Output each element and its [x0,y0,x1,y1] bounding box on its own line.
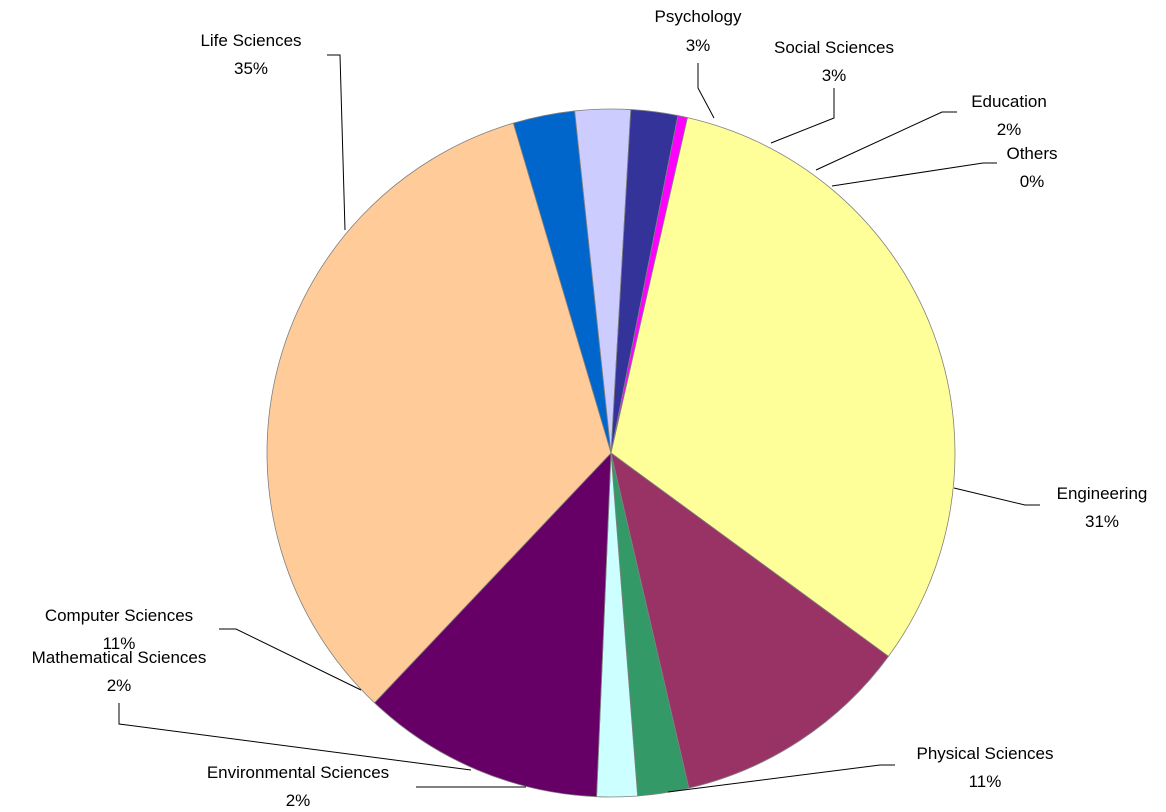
leader-line-others [831,162,997,187]
pie-slice-physical-sciences [610,452,890,789]
label-name-mathematical-sciences: Mathematical Sciences [32,648,207,667]
label-name-social-sciences: Social Sciences [774,38,894,57]
label-percent-mathematical-sciences: 2% [107,676,132,695]
label-percent-others: 0% [1020,172,1045,191]
label-percent-education: 2% [997,120,1022,139]
label-percent-social-sciences: 3% [822,66,847,85]
leader-lines [118,54,1040,793]
leader-line-psychology [697,63,715,119]
leader-line-education [815,111,957,171]
pie-slices [266,108,956,798]
leader-line-social-sciences [770,88,835,144]
label-percent-engineering: 31% [1085,512,1119,531]
label-percent-psychology: 3% [686,36,711,55]
leader-line-mathematical-sciences [118,703,472,771]
label-percent-physical-sciences: 11% [969,772,1002,791]
label-name-physical-sciences: Physical Sciences [916,744,1053,763]
label-percent-environmental-sciences: 2% [286,791,311,810]
leader-line-physical-sciences [667,764,895,793]
leader-line-engineering [953,487,1040,506]
slice-labels: Psychology 3% Social Sciences 3% Educati… [32,7,1148,810]
label-name-environmental-sciences: Environmental Sciences [207,763,389,782]
label-name-psychology: Psychology [655,7,742,26]
label-name-engineering: Engineering [1057,484,1148,503]
label-name-others: Others [1006,144,1057,163]
label-name-computer-sciences: Computer Sciences [45,606,193,625]
pie-slice-computer-sciences [373,451,612,798]
label-name-life-sciences: Life Sciences [200,31,301,50]
leader-line-computer-sciences [219,628,362,691]
pie-slice-life-sciences [266,122,612,704]
label-percent-life-sciences: 35% [234,59,268,78]
label-name-education: Education [971,92,1047,111]
leader-line-life-sciences [327,54,346,231]
pie-slice-engineering [610,117,956,657]
label-percent-computer-sciences: 11% [103,634,136,653]
